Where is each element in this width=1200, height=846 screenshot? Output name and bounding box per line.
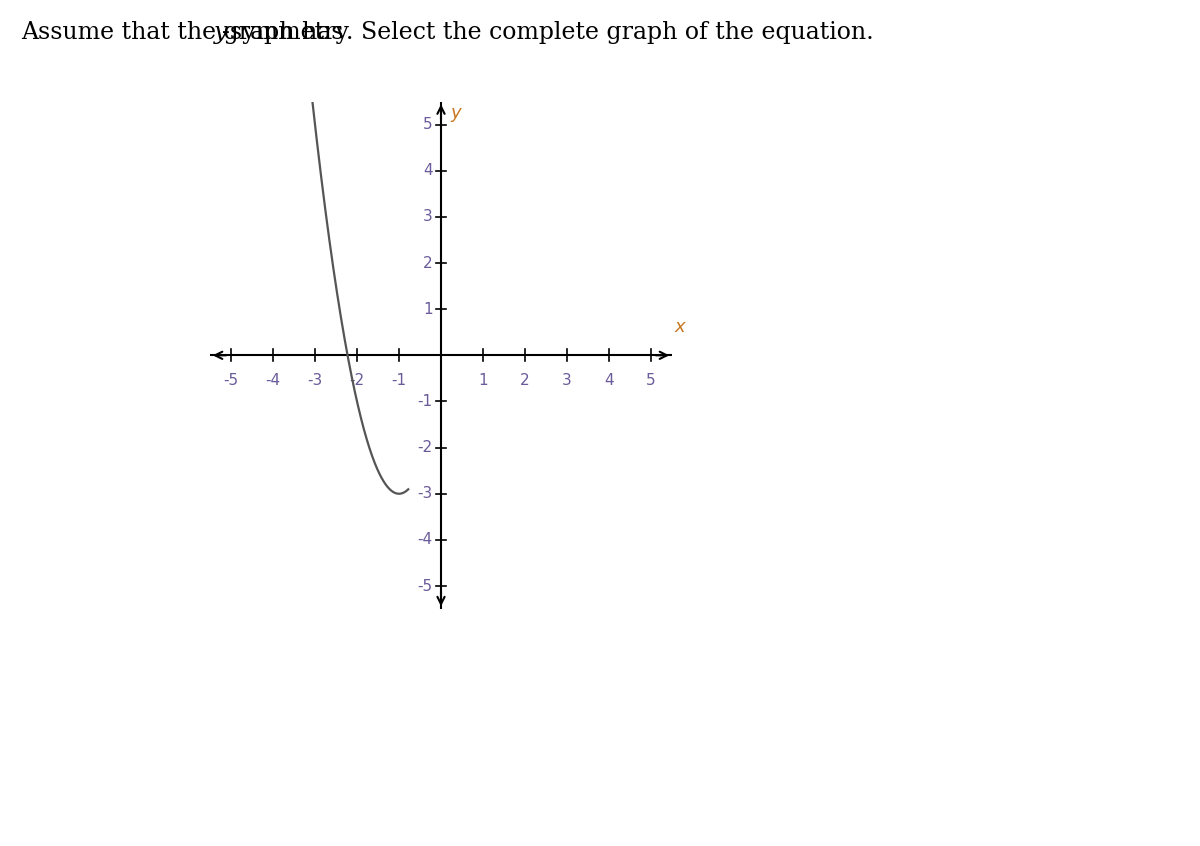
Text: -symmetry. Select the complete graph of the equation.: -symmetry. Select the complete graph of …	[222, 21, 875, 44]
Text: -2: -2	[349, 373, 365, 387]
Text: y: y	[450, 104, 461, 122]
Text: -1: -1	[418, 394, 433, 409]
Text: -3: -3	[307, 373, 323, 387]
Text: y: y	[214, 21, 227, 44]
Text: -5: -5	[223, 373, 239, 387]
Text: 3: 3	[562, 373, 572, 387]
Text: -4: -4	[265, 373, 281, 387]
Text: -2: -2	[418, 440, 433, 455]
Text: 5: 5	[646, 373, 656, 387]
Text: 1: 1	[422, 302, 433, 316]
Text: -3: -3	[418, 486, 433, 502]
Text: 2: 2	[422, 255, 433, 271]
Text: 2: 2	[520, 373, 530, 387]
Text: 1: 1	[478, 373, 488, 387]
Text: 5: 5	[422, 117, 433, 132]
Text: 3: 3	[422, 209, 433, 224]
Text: 4: 4	[422, 163, 433, 179]
Text: Assume that the graph has: Assume that the graph has	[22, 21, 352, 44]
Text: -1: -1	[391, 373, 407, 387]
Text: -5: -5	[418, 579, 433, 594]
Text: 4: 4	[604, 373, 614, 387]
Text: -4: -4	[418, 532, 433, 547]
Text: x: x	[674, 318, 685, 336]
